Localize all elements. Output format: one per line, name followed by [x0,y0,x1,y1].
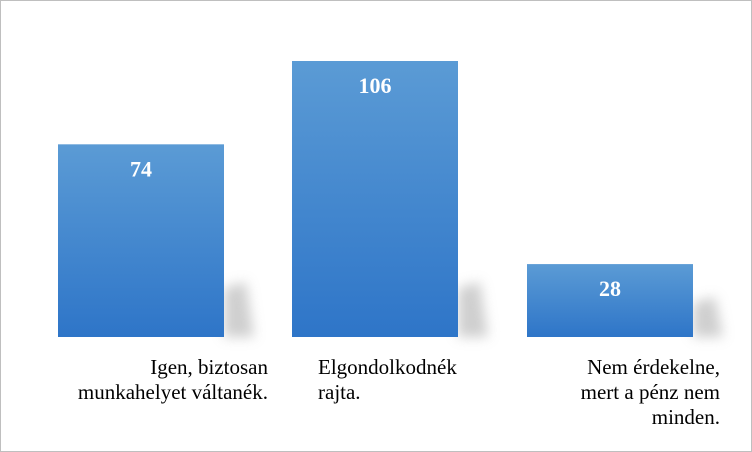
data-label-1: 74 [130,156,152,181]
category-label-2: Elgondolkodnék rajta. [318,355,457,404]
category-label-3: Nem érdekelne, mert a pénz nem minden. [580,355,720,429]
category-label-1: Igen, biztosan munkahelyet váltanék. [77,355,268,404]
bar-2 [292,61,458,337]
data-label-3: 28 [599,276,621,301]
bar-shadow-2 [458,282,488,337]
data-label-2: 106 [359,73,392,98]
bar-shadow-1 [224,282,254,337]
bar-3 [527,264,693,337]
bar-shadow-3 [693,296,723,337]
bar-1 [58,144,224,337]
